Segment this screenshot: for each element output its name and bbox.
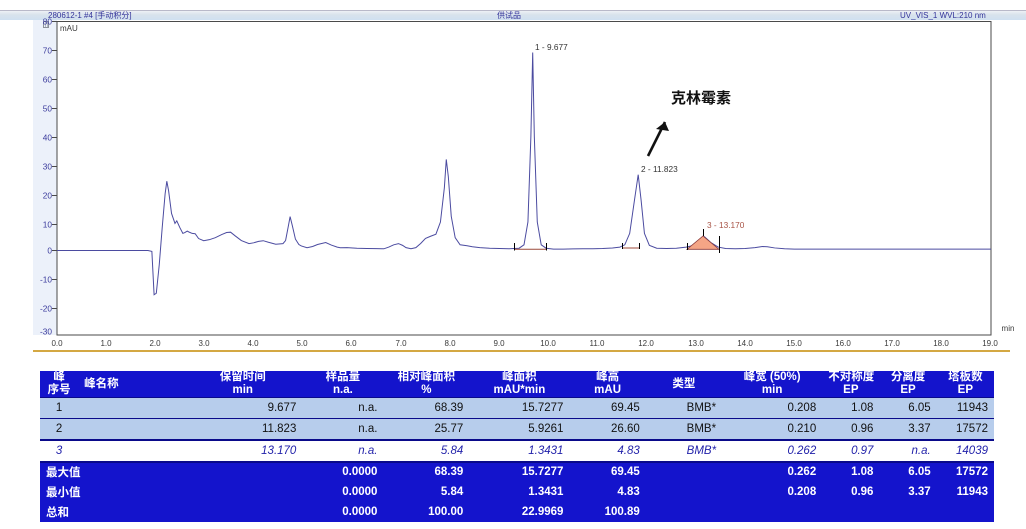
svg-text:0.0: 0.0	[51, 339, 63, 348]
svg-text:70: 70	[43, 46, 53, 56]
svg-text:12.0: 12.0	[638, 339, 654, 348]
svg-text:18.0: 18.0	[933, 339, 949, 348]
svg-text:0: 0	[47, 246, 52, 256]
svg-text:4.0: 4.0	[247, 339, 259, 348]
svg-text:6.0: 6.0	[345, 339, 357, 348]
svg-text:-10: -10	[40, 275, 52, 285]
svg-text:7.0: 7.0	[395, 339, 407, 348]
svg-text:19.0: 19.0	[982, 339, 998, 348]
svg-text:60: 60	[43, 75, 53, 85]
svg-text:2 - 11.823: 2 - 11.823	[641, 164, 678, 174]
svg-text:3 - 13.170: 3 - 13.170	[707, 220, 745, 230]
svg-text:1 - 9.677: 1 - 9.677	[535, 42, 568, 52]
svg-text:8.0: 8.0	[444, 339, 456, 348]
svg-text:20: 20	[43, 191, 53, 201]
svg-text:30: 30	[43, 162, 53, 172]
svg-text:mAU: mAU	[60, 24, 78, 33]
svg-text:17.0: 17.0	[884, 339, 900, 348]
svg-text:11.0: 11.0	[590, 339, 606, 348]
svg-text:10: 10	[43, 220, 53, 230]
svg-text:min: min	[1002, 324, 1015, 333]
svg-text:50: 50	[43, 104, 53, 114]
svg-text:14.0: 14.0	[737, 339, 753, 348]
svg-text:1.0: 1.0	[100, 339, 112, 348]
svg-text:3.0: 3.0	[198, 339, 210, 348]
svg-text:-20: -20	[40, 304, 52, 314]
svg-text:-30: -30	[40, 327, 52, 337]
svg-text:9.0: 9.0	[493, 339, 505, 348]
svg-text:13.0: 13.0	[688, 339, 704, 348]
svg-text:2.0: 2.0	[149, 339, 161, 348]
svg-text:15.0: 15.0	[786, 339, 802, 348]
svg-text:16.0: 16.0	[835, 339, 851, 348]
svg-text:5.0: 5.0	[296, 339, 308, 348]
svg-text:80: 80	[43, 17, 53, 27]
svg-text:40: 40	[43, 133, 53, 143]
svg-text:克林霉素: 克林霉素	[671, 89, 731, 107]
svg-text:10.0: 10.0	[540, 339, 556, 348]
